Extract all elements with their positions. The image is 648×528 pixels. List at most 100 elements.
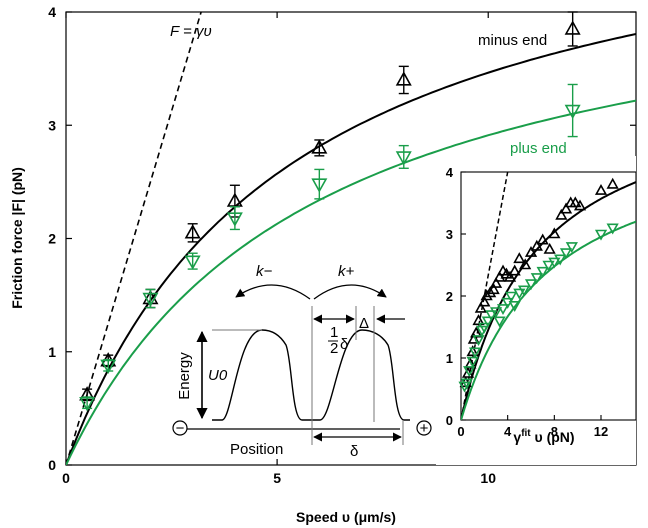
inset-x-label-gamma: γ (513, 429, 521, 445)
k-minus-label: k− (256, 263, 273, 280)
main-y-tick-label: 1 (48, 344, 56, 360)
inset-data-point-minus (606, 177, 619, 189)
inset-data-point-minus (466, 345, 479, 357)
main-x-tick-label: 0 (62, 470, 70, 486)
fit-curve-plus (66, 99, 636, 465)
inset-data-point-plus (513, 288, 526, 300)
Delta-label: Δ (359, 315, 369, 332)
data-point-plus (311, 178, 328, 193)
inset-data-point-plus (472, 335, 485, 347)
data-point-minus (226, 192, 243, 207)
inset-data-point-plus (524, 279, 538, 291)
inset-data-point-plus (493, 316, 506, 328)
inset-x-tick-label: 0 (457, 424, 464, 439)
inset-data-point-minus (487, 283, 500, 295)
inset-y-tick-label: 0 (446, 413, 453, 428)
plus-end-label: plus end (510, 140, 567, 157)
inset-data-point-plus (466, 356, 479, 368)
inset-data-point-plus (481, 316, 494, 328)
inset-y-tick-label: 1 (446, 351, 453, 366)
inset-x-tick-label: 4 (504, 424, 512, 439)
inset-x-tick-label: 8 (551, 424, 558, 439)
position-label: Position (230, 441, 283, 458)
main-plot-lines (66, 12, 636, 465)
inset-x-label-rest: υ (pN) (531, 429, 575, 445)
inset-data-point-minus (484, 286, 497, 298)
reference-line-label: F = γυ (170, 23, 212, 40)
data-point-minus (395, 71, 412, 86)
inset-data-point-minus (594, 183, 608, 195)
main-y-tick-label: 4 (48, 4, 56, 20)
data-point-plus (226, 212, 243, 227)
k-plus-label: k+ (338, 263, 355, 280)
inset-data-point-minus (569, 196, 582, 208)
half-delta-symbol: δ (340, 336, 348, 353)
data-point-plus (79, 396, 96, 412)
inset-data-point-plus (565, 242, 578, 254)
inset-data-point-minus (555, 208, 568, 220)
inset-data-point-minus (519, 258, 532, 270)
inset-data-point-plus (530, 273, 543, 285)
inset-data-point-plus (496, 304, 510, 316)
inset-x-label-fit: fit (521, 428, 531, 439)
inset-data-point-minus (508, 264, 521, 276)
inset-data-point-minus (530, 239, 543, 251)
main-plot-marks (79, 11, 581, 412)
inset-data-point-minus (464, 357, 477, 369)
data-point-minus (564, 20, 581, 35)
data-point-minus (311, 139, 328, 154)
main-y-tick-label: 2 (48, 231, 56, 247)
inset-data-point-plus (505, 291, 518, 303)
plus-end-circle (416, 420, 432, 436)
half-numerator: 1 (330, 324, 338, 341)
minus-end-circle (172, 420, 188, 436)
inset-data-point-minus (524, 245, 538, 257)
data-point-plus (142, 292, 159, 308)
main-y-axis-label: Friction force |F| (pN) (9, 167, 25, 309)
inset-data-point-plus (606, 223, 619, 235)
inset-plot-marks (458, 177, 619, 393)
inset-data-point-plus (559, 248, 573, 260)
inset-data-point-minus (536, 233, 549, 245)
inset-data-point-plus (517, 285, 531, 297)
inset-y-tick-label: 3 (446, 227, 453, 242)
data-point-plus (100, 359, 117, 374)
inset-data-point-plus (468, 347, 482, 359)
inset-data-point-plus (548, 257, 561, 269)
inset-y-tick-label: 4 (446, 165, 454, 180)
energy-landscape-schematic: − + k− k+ 1 2 δ Δ Energy U0 Position δ (172, 263, 432, 460)
inset-data-point-plus (508, 300, 521, 312)
inset-data-point-plus (536, 266, 549, 278)
u0-label: U0 (208, 367, 228, 384)
inset-background (436, 156, 636, 465)
plus-sign: + (420, 420, 429, 437)
half-denominator: 2 (330, 340, 338, 357)
k-plus-arrow (313, 284, 387, 300)
minus-sign: − (176, 420, 185, 437)
data-point-plus (395, 151, 412, 166)
delta-label: δ (350, 443, 358, 460)
inset-data-point-minus (543, 242, 556, 254)
inset-data-point-plus (485, 310, 498, 322)
data-point-minus (184, 224, 201, 239)
inset-data-point-minus (489, 276, 503, 288)
inset-data-point-minus (548, 227, 561, 239)
reference-line (66, 12, 202, 465)
k-minus-arrow (235, 284, 311, 300)
data-point-plus (564, 104, 581, 120)
fit-curve-minus (66, 33, 636, 465)
main-y-tick-label: 0 (48, 457, 56, 473)
main-x-tick-label: 10 (480, 470, 496, 486)
data-point-plus (184, 255, 201, 270)
inset-data-point-minus (478, 295, 491, 307)
inset-x-tick-label: 12 (594, 424, 608, 439)
energy-label: Energy (176, 352, 193, 400)
inset-data-point-minus (559, 202, 573, 214)
inset-data-point-minus (480, 289, 493, 301)
inset-fit-curve-minus (461, 181, 636, 420)
main-x-tick-label: 5 (273, 470, 281, 486)
inset-y-tick-label: 2 (446, 289, 453, 304)
inset-x-axis-label: γfit υ (pN) (513, 428, 574, 445)
inset-data-point-minus (470, 326, 483, 338)
